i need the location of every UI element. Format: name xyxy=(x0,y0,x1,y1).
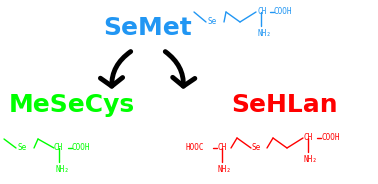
Text: SeHLan: SeHLan xyxy=(232,93,338,117)
Text: COOH: COOH xyxy=(321,134,339,142)
Text: NH₂: NH₂ xyxy=(304,155,318,164)
Text: MeSeCys: MeSeCys xyxy=(9,93,135,117)
Text: HOOC: HOOC xyxy=(185,144,203,153)
Text: COOH: COOH xyxy=(72,144,90,153)
FancyArrowPatch shape xyxy=(165,52,195,86)
Text: NH₂: NH₂ xyxy=(55,165,69,174)
Text: CH: CH xyxy=(217,144,226,153)
Text: CH: CH xyxy=(257,8,266,17)
FancyArrowPatch shape xyxy=(101,52,131,86)
Text: Se: Se xyxy=(18,144,27,153)
Text: COOH: COOH xyxy=(274,8,293,17)
Text: Se: Se xyxy=(251,144,260,153)
Text: NH₂: NH₂ xyxy=(218,165,232,174)
Text: SeMet: SeMet xyxy=(104,16,192,40)
Text: Se: Se xyxy=(208,17,217,26)
Text: NH₂: NH₂ xyxy=(257,29,271,38)
Text: CH: CH xyxy=(54,144,63,153)
Text: CH: CH xyxy=(303,134,312,142)
